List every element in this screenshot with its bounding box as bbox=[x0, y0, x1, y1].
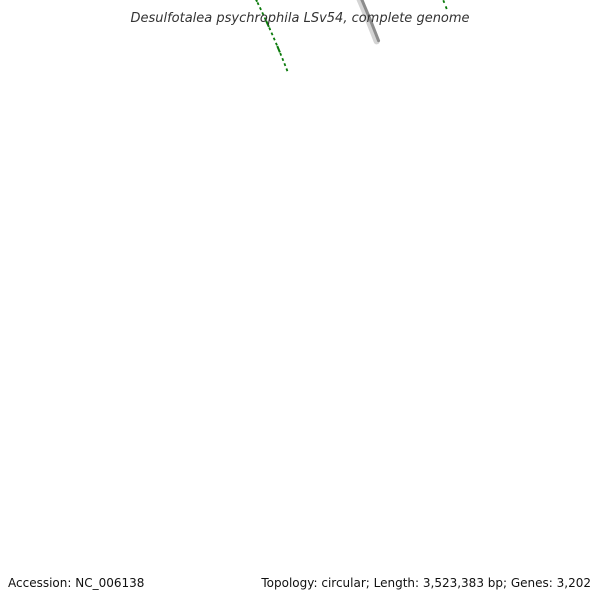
inner-tick-mark bbox=[263, 17, 267, 21]
inner-tick-mark bbox=[270, 32, 274, 36]
inner-tick-mark bbox=[281, 57, 285, 62]
inner-tick-mark bbox=[272, 37, 276, 41]
inner-tick-mark bbox=[265, 20, 270, 28]
inner-tick-mark bbox=[259, 7, 262, 11]
inner-tick-mark bbox=[268, 27, 272, 31]
inner-tick-mark bbox=[276, 45, 281, 53]
topology-text: Topology: circular; Length: 3,523,383 bp… bbox=[260, 576, 591, 590]
outer-tick-mark bbox=[444, 6, 448, 10]
accession-text: Accession: NC_006138 bbox=[8, 576, 144, 590]
outer-tick-mark bbox=[442, 0, 446, 4]
kbp-tick-layer bbox=[255, 0, 448, 72]
footer-background bbox=[0, 568, 600, 600]
inner-tick-mark bbox=[283, 63, 287, 67]
inner-tick-mark bbox=[256, 2, 260, 6]
inner-tick-mark bbox=[255, 0, 259, 3]
map-title: Desulfotalea psychrophila LSv54, complet… bbox=[130, 11, 469, 26]
inner-tick-mark bbox=[279, 52, 283, 56]
inner-tick-mark bbox=[261, 12, 265, 16]
inner-tick-mark bbox=[285, 68, 289, 72]
inner-tick-mark bbox=[275, 42, 278, 46]
